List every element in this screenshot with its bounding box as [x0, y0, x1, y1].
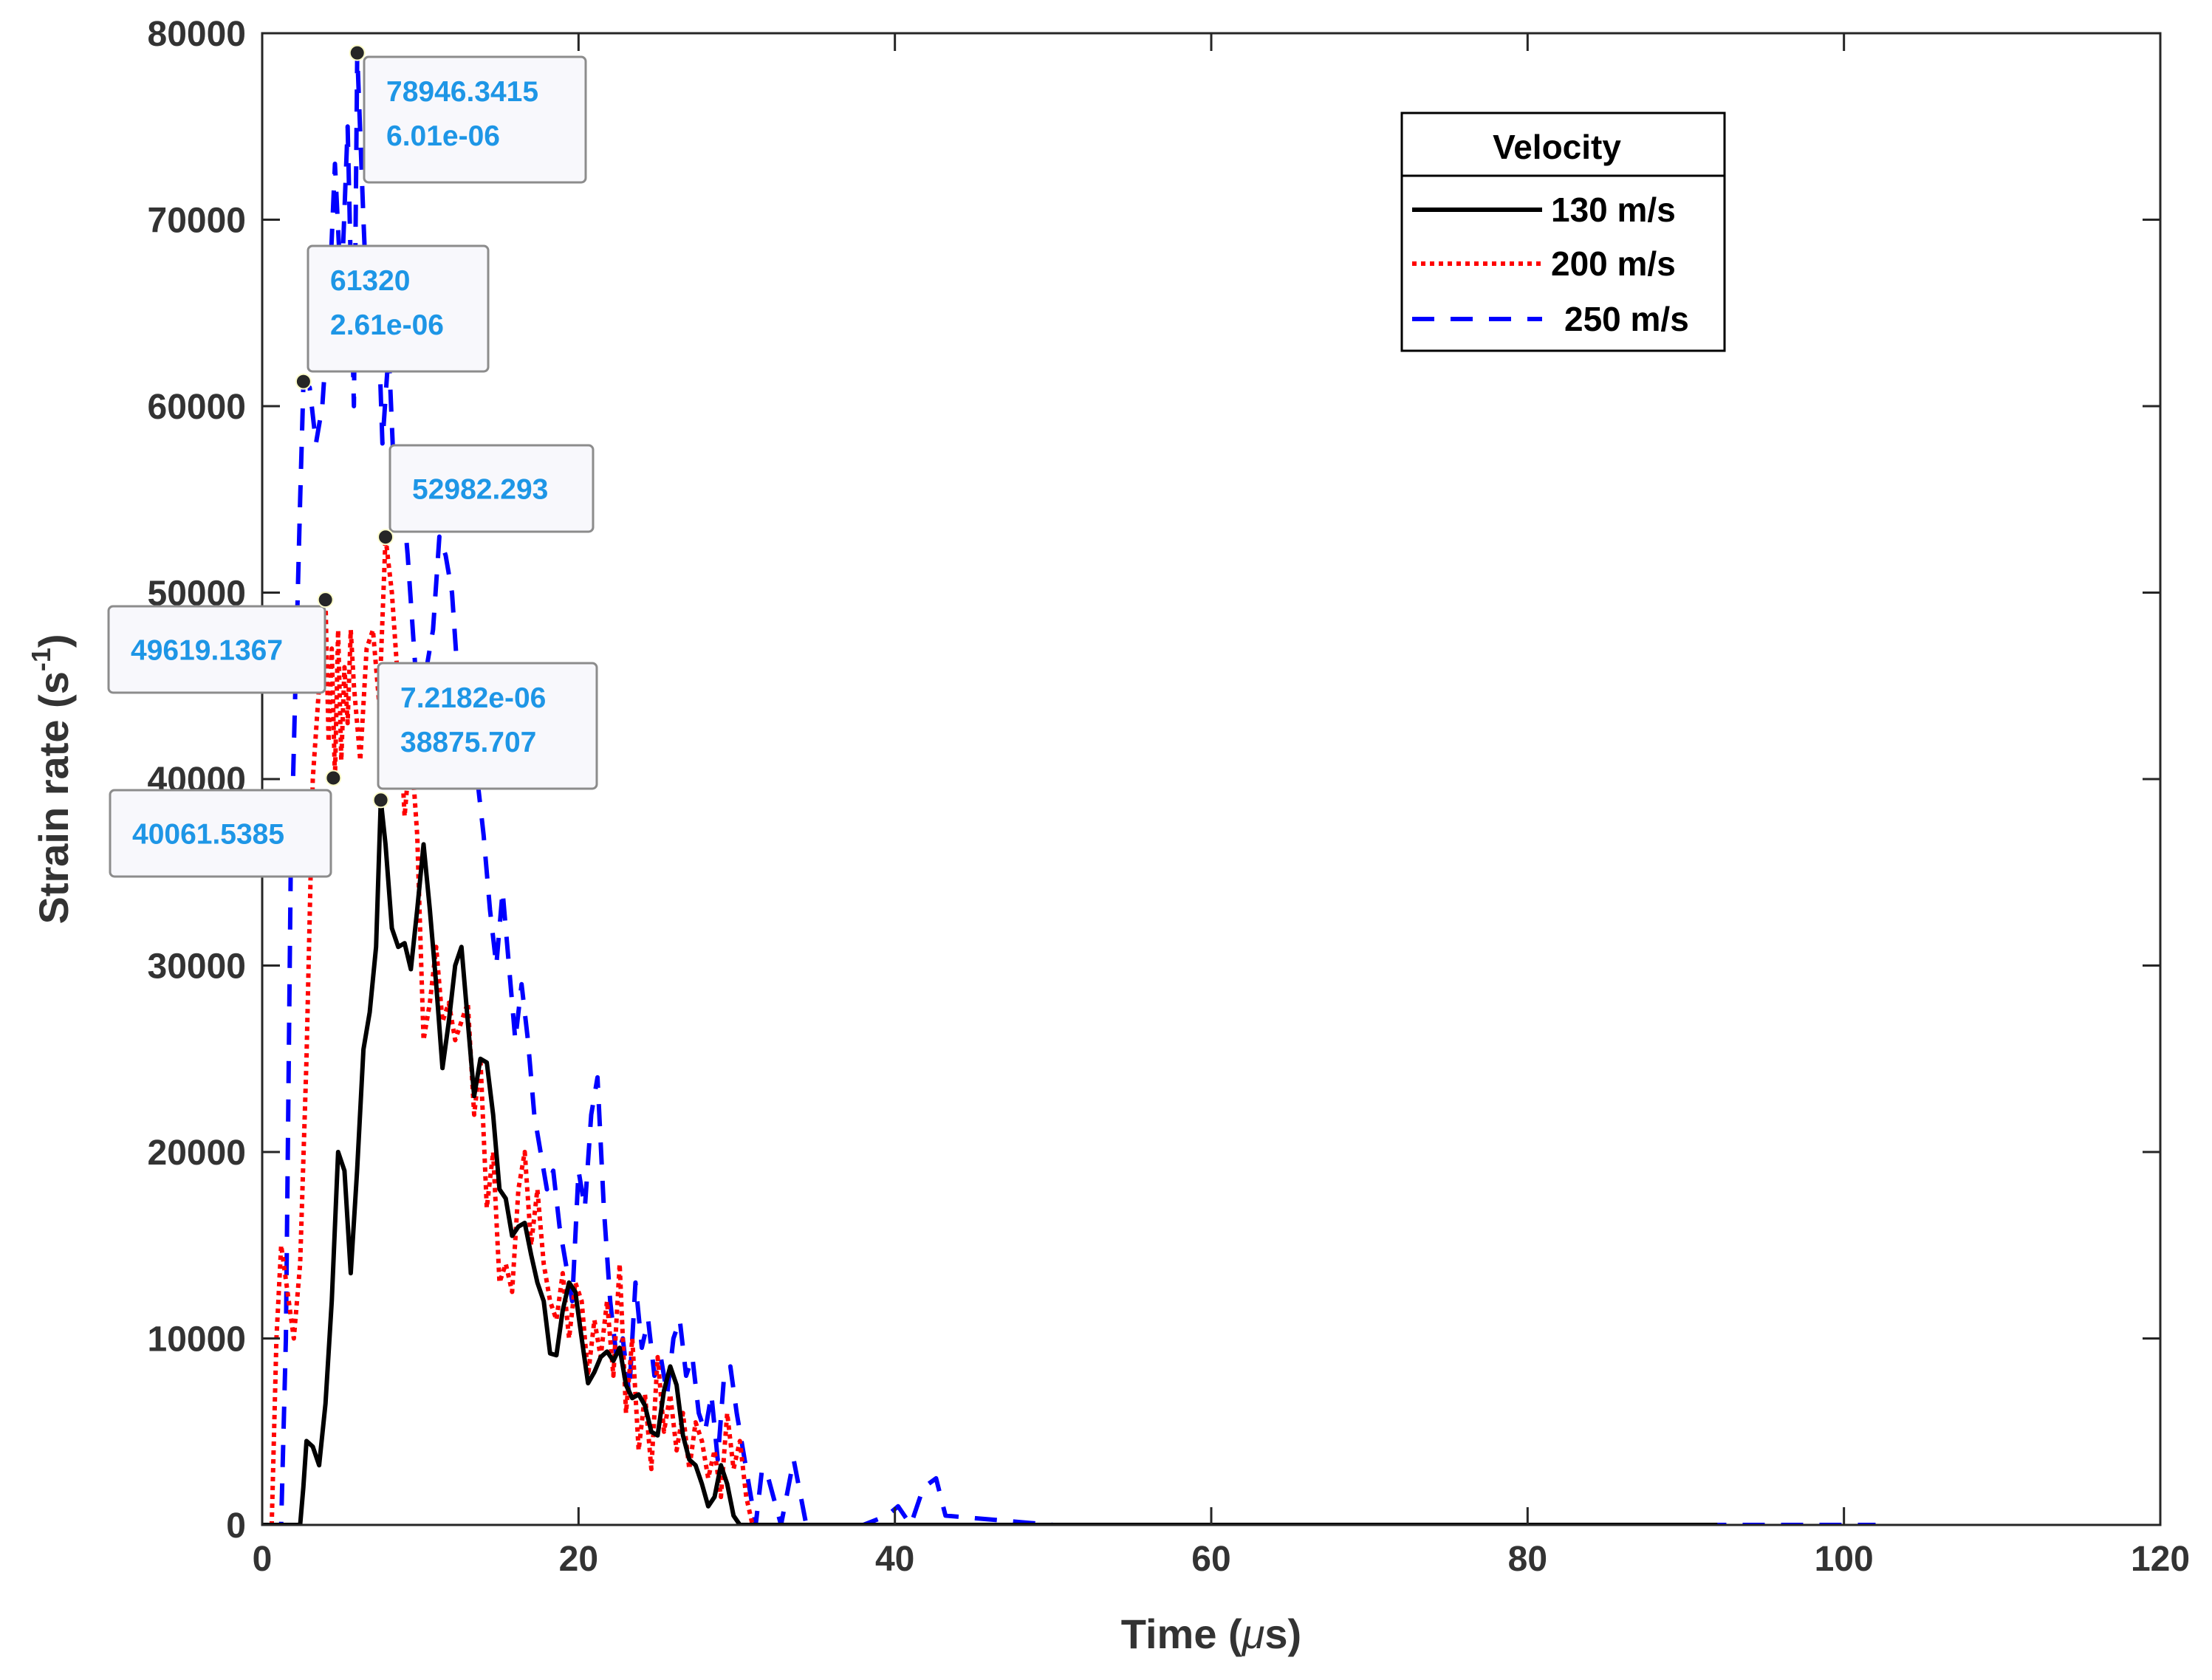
series-line-250-m-s — [262, 50, 1876, 1525]
datatip[interactable]: 78946.3415 6.01e-06 — [349, 44, 587, 184]
y-tick-label: 80000 — [148, 15, 246, 54]
series-layer — [262, 50, 1876, 1525]
datatip-text: 61320 — [330, 265, 410, 297]
datatip-marker[interactable] — [295, 373, 312, 390]
datatip-box — [109, 789, 332, 878]
legend-entry-130: 130 m/s — [1551, 191, 1676, 229]
legend-box — [1400, 112, 1726, 352]
legend: Velocity 130 m/s 200 m/s 250 m/s — [1400, 112, 1726, 352]
datatip-box — [363, 55, 587, 184]
x-tick-label: 20 — [559, 1540, 598, 1579]
datatip-box — [307, 244, 490, 373]
datatip-layer: 78946.3415 6.01e-06 61320 2.61e-06 52982.293… — [107, 44, 598, 878]
y-tick-label: 20000 — [148, 1134, 246, 1173]
datatip-box — [377, 662, 598, 790]
x-tick-label: 120 — [2131, 1540, 2190, 1579]
datatip-marker[interactable] — [317, 592, 334, 608]
y-tick-label: 60000 — [148, 388, 246, 427]
x-tick-label: 100 — [1815, 1540, 1874, 1579]
y-tick-label: 70000 — [148, 202, 246, 241]
y-tick-label: 30000 — [148, 947, 246, 987]
y-axis-label: Strain rate (s-1) — [26, 634, 77, 924]
datatip-text: 49619.1367 — [131, 635, 283, 667]
datatip[interactable]: 7.2182e-06 38875.707 — [372, 662, 598, 809]
datatip-text: 78946.3415 — [386, 76, 538, 108]
datatip-marker[interactable] — [325, 769, 342, 786]
y-tick-label: 0 — [226, 1506, 246, 1546]
series-line-130-m-s — [262, 798, 1718, 1525]
datatip-marker[interactable] — [377, 529, 394, 546]
legend-entry-250: 250 m/s — [1564, 300, 1689, 338]
datatip[interactable]: 40061.5385 — [109, 769, 342, 878]
x-tick-label: 60 — [1191, 1540, 1230, 1579]
datatip-marker[interactable] — [372, 792, 389, 809]
datatip-box — [107, 605, 326, 694]
datatip-text: 7.2182e-06 — [400, 682, 546, 714]
datatip-text: 2.61e-06 — [330, 309, 444, 341]
datatip[interactable]: 61320 2.61e-06 — [295, 244, 490, 390]
x-axis-label: Time (μs) — [1121, 1611, 1301, 1657]
datatip[interactable]: 49619.1367 — [107, 592, 334, 694]
x-tick-label: 0 — [253, 1540, 273, 1579]
datatip-text: 52982.293 — [412, 474, 548, 506]
x-tick-label: 80 — [1508, 1540, 1547, 1579]
datatip-text: 38875.707 — [400, 727, 536, 758]
datatip-marker[interactable] — [349, 44, 366, 61]
datatip-text: 6.01e-06 — [386, 120, 500, 152]
datatip-box — [388, 444, 595, 533]
y-tick-label: 10000 — [148, 1320, 246, 1360]
x-tick-label: 40 — [875, 1540, 914, 1579]
datatip-text: 40061.5385 — [132, 819, 284, 851]
datatip[interactable]: 52982.293 — [377, 444, 595, 546]
legend-title: Velocity — [1493, 128, 1621, 166]
legend-entry-200: 200 m/s — [1551, 244, 1676, 283]
